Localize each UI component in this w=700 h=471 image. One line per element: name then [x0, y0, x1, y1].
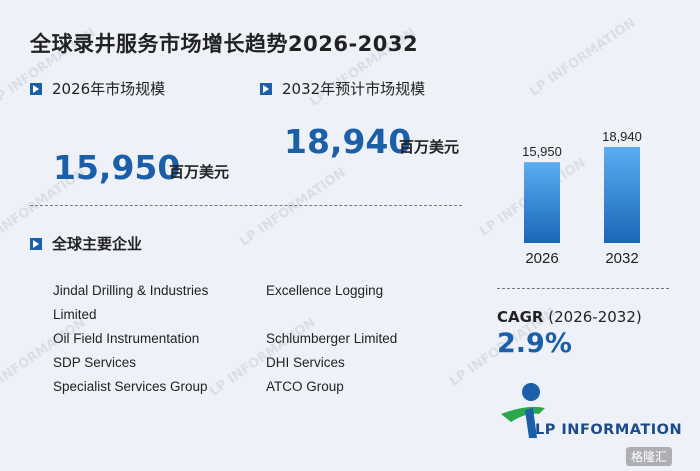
company-item: ATCO Group: [266, 379, 344, 394]
divider: [30, 205, 462, 206]
bar-value-label: 18,940: [602, 129, 642, 144]
market-2026-label-text: 2026年市场规模: [52, 80, 166, 98]
cagr-value: 2.9%: [497, 328, 572, 359]
logo-text: LP INFORMATION: [535, 422, 683, 438]
company-item: DHI Services: [266, 355, 345, 370]
companies-title-text: 全球主要企业: [52, 235, 143, 253]
cagr-label: CAGR (2026-2032): [497, 308, 642, 326]
category-label: 2032: [605, 250, 638, 267]
market-2032-unit: 百万美元: [399, 138, 460, 156]
watermark: LP INFORMATION: [527, 15, 639, 100]
market-2026-value: 15,950: [53, 148, 181, 187]
corner-badge: 格隆汇: [626, 447, 673, 466]
company-item: SDP Services: [53, 355, 137, 370]
company-item: Schlumberger Limited: [266, 331, 398, 346]
market-2026-unit: 百万美元: [169, 163, 230, 181]
watermark: LP INFORMATION: [237, 165, 349, 250]
arrow-right-icon: [30, 82, 42, 95]
cagr-label-period: (2026-2032): [548, 308, 642, 326]
cagr-label-bold: CAGR: [497, 308, 544, 326]
arrow-right-icon: [30, 237, 42, 250]
market-2032-label-text: 2032年预计市场规模: [282, 80, 426, 98]
lp-information-logo: [501, 383, 545, 438]
company-item: Excellence Logging: [266, 283, 384, 298]
company-item: Specialist Services Group: [53, 379, 208, 394]
divider: [497, 288, 669, 289]
market-2032-value: 18,940: [284, 122, 412, 161]
company-item: Limited: [53, 307, 97, 322]
bar-value-label: 15,950: [522, 144, 562, 159]
market-2026-label: 2026年市场规模: [30, 78, 165, 99]
market-2032-label: 2032年预计市场规模: [260, 78, 425, 99]
arrow-right-icon: [260, 82, 272, 95]
company-item: Oil Field Instrumentation: [53, 331, 200, 346]
bar-2026: [524, 162, 560, 243]
companies-title: 全球主要企业: [30, 233, 142, 254]
page-title: 全球录井服务市场增长趋势2026-2032: [30, 32, 419, 56]
bar-2032: [604, 147, 640, 243]
bar-chart: 15,950 2026 18,940 2032: [522, 129, 642, 267]
company-item: Jindal Drilling & Industries: [53, 283, 209, 298]
category-label: 2026: [525, 250, 558, 267]
